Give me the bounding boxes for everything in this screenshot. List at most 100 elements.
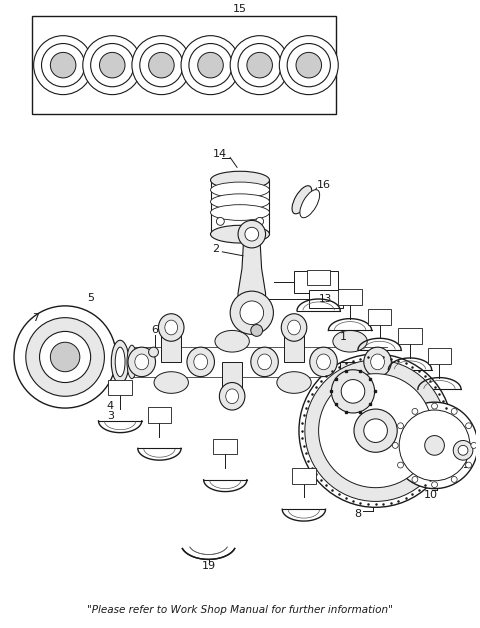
Ellipse shape xyxy=(219,382,245,410)
Ellipse shape xyxy=(135,354,149,370)
Bar xyxy=(32,16,336,114)
Ellipse shape xyxy=(344,389,357,404)
Ellipse shape xyxy=(211,182,269,198)
Text: 1: 1 xyxy=(340,332,347,342)
Circle shape xyxy=(466,462,471,468)
Circle shape xyxy=(14,306,116,408)
Circle shape xyxy=(451,408,457,414)
Polygon shape xyxy=(238,234,265,308)
Circle shape xyxy=(392,443,398,448)
Ellipse shape xyxy=(211,171,269,189)
Ellipse shape xyxy=(165,320,178,335)
Circle shape xyxy=(240,301,264,325)
Circle shape xyxy=(216,217,224,225)
Bar xyxy=(222,362,242,396)
Ellipse shape xyxy=(251,347,278,377)
Bar xyxy=(161,327,181,362)
Bar xyxy=(148,407,171,423)
Ellipse shape xyxy=(226,389,239,404)
Ellipse shape xyxy=(300,190,320,218)
Circle shape xyxy=(230,36,289,95)
Ellipse shape xyxy=(127,345,137,379)
Circle shape xyxy=(34,36,93,95)
Circle shape xyxy=(41,43,85,87)
Text: 9: 9 xyxy=(369,377,376,387)
Bar xyxy=(398,328,422,344)
Circle shape xyxy=(27,350,40,364)
Circle shape xyxy=(140,43,183,87)
Text: 18: 18 xyxy=(114,382,126,392)
Text: 4: 4 xyxy=(107,401,114,411)
Text: 17: 17 xyxy=(312,273,325,283)
Circle shape xyxy=(299,354,452,507)
Ellipse shape xyxy=(194,354,207,370)
Bar xyxy=(307,269,330,285)
Text: 7: 7 xyxy=(32,313,39,323)
Ellipse shape xyxy=(288,320,300,335)
Circle shape xyxy=(425,436,444,455)
Circle shape xyxy=(453,440,473,460)
Circle shape xyxy=(458,445,468,455)
Circle shape xyxy=(91,43,134,87)
Text: 18: 18 xyxy=(298,471,310,481)
Ellipse shape xyxy=(115,347,125,377)
Circle shape xyxy=(432,403,437,409)
Circle shape xyxy=(238,43,281,87)
Circle shape xyxy=(399,410,470,481)
Text: 18: 18 xyxy=(219,441,231,452)
Bar xyxy=(338,289,362,305)
Circle shape xyxy=(149,52,174,78)
Ellipse shape xyxy=(158,314,184,341)
Text: 17: 17 xyxy=(344,292,356,302)
Bar xyxy=(309,290,343,308)
Circle shape xyxy=(251,325,263,337)
Circle shape xyxy=(391,402,478,489)
Bar xyxy=(284,327,304,362)
Ellipse shape xyxy=(211,205,269,220)
Text: 11: 11 xyxy=(456,460,469,470)
Ellipse shape xyxy=(215,330,249,352)
Bar xyxy=(292,468,316,484)
Text: 15: 15 xyxy=(233,4,247,14)
Text: 18: 18 xyxy=(153,410,166,420)
Circle shape xyxy=(26,318,105,396)
Ellipse shape xyxy=(364,347,391,377)
Text: 8: 8 xyxy=(354,509,361,519)
Bar xyxy=(428,348,451,364)
Ellipse shape xyxy=(333,330,367,352)
Circle shape xyxy=(305,360,446,501)
Text: 6: 6 xyxy=(151,325,158,335)
Ellipse shape xyxy=(111,340,129,384)
Circle shape xyxy=(238,220,265,248)
Ellipse shape xyxy=(277,372,311,393)
Circle shape xyxy=(256,217,264,225)
Circle shape xyxy=(230,291,274,334)
Circle shape xyxy=(471,443,477,448)
Circle shape xyxy=(451,477,457,482)
Circle shape xyxy=(39,332,91,382)
Circle shape xyxy=(99,52,125,78)
Ellipse shape xyxy=(187,347,215,377)
Bar xyxy=(368,309,391,325)
Text: 3: 3 xyxy=(107,411,114,421)
Text: 19: 19 xyxy=(202,561,216,571)
Circle shape xyxy=(364,419,387,443)
Circle shape xyxy=(279,36,338,95)
Text: 17: 17 xyxy=(433,351,445,361)
Circle shape xyxy=(181,36,240,95)
Text: 2: 2 xyxy=(212,244,219,254)
Circle shape xyxy=(412,477,418,482)
Text: 12: 12 xyxy=(309,278,322,287)
Text: 16: 16 xyxy=(316,180,331,190)
Text: 13: 13 xyxy=(319,294,332,304)
Circle shape xyxy=(189,43,232,87)
Bar xyxy=(294,271,338,293)
Circle shape xyxy=(50,342,80,372)
Ellipse shape xyxy=(337,382,363,410)
Circle shape xyxy=(149,347,158,357)
Text: 10: 10 xyxy=(424,490,438,499)
Ellipse shape xyxy=(154,372,189,393)
Ellipse shape xyxy=(128,347,156,377)
Ellipse shape xyxy=(317,354,330,370)
Bar xyxy=(340,362,360,396)
